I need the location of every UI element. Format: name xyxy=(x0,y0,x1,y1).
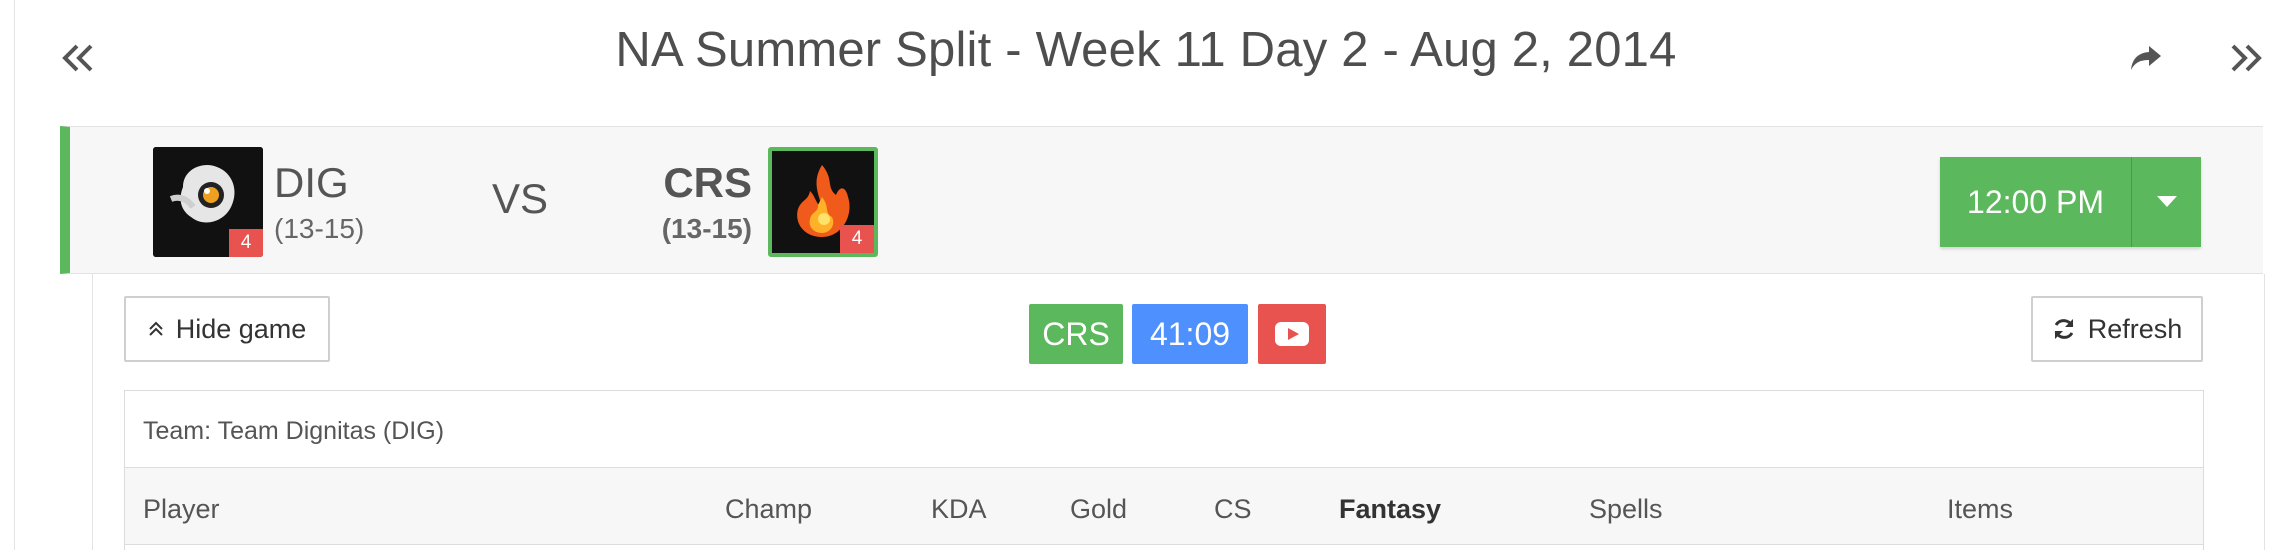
double-chevron-right-icon xyxy=(2231,44,2262,72)
team1-record: (13-15) xyxy=(274,213,365,244)
column-header-kda[interactable]: KDA xyxy=(931,494,987,524)
column-header-player[interactable]: Player xyxy=(143,494,220,524)
previous-day-button[interactable] xyxy=(48,28,108,88)
dignitas-logo-icon xyxy=(153,147,263,257)
caret-down-icon xyxy=(2156,196,2177,207)
share-arrow-icon xyxy=(2131,46,2161,70)
hide-game-button[interactable]: Hide game xyxy=(124,296,330,362)
youtube-play-icon xyxy=(1275,322,1309,346)
match-row[interactable]: 4 DIG (13-15) VS CRS (13-15) 4 12:00 PM xyxy=(60,126,2263,274)
match-time-button[interactable]: 12:00 PM xyxy=(1940,157,2132,247)
refresh-label: Refresh xyxy=(2087,313,2183,344)
table-header-row: Player Champ KDA Gold CS Fantasy Spells … xyxy=(125,467,2203,545)
time-dropdown-toggle[interactable] xyxy=(2132,157,2201,247)
column-header-fantasy[interactable]: Fantasy xyxy=(1339,494,1442,524)
column-header-spells[interactable]: Spells xyxy=(1589,494,1663,524)
team2-seed-badge: 4 xyxy=(840,225,874,253)
share-button[interactable] xyxy=(2116,28,2176,88)
double-chevron-left-icon xyxy=(62,44,93,72)
refresh-button[interactable]: Refresh xyxy=(2031,296,2203,362)
team2-record: (13-15) xyxy=(661,213,752,244)
team1-seed-badge: 4 xyxy=(229,229,263,257)
team2-name: CRS xyxy=(663,159,752,206)
column-header-items[interactable]: Items xyxy=(1947,494,2014,524)
vs-label: VS xyxy=(492,175,549,222)
winner-badge: CRS xyxy=(1029,304,1123,364)
double-chevron-up-icon xyxy=(148,321,163,336)
next-day-button[interactable] xyxy=(2216,28,2276,88)
team2-logo[interactable]: 4 xyxy=(768,147,878,257)
time-button-group[interactable]: 12:00 PM xyxy=(1940,157,2201,247)
game-duration-badge: 41:09 xyxy=(1132,304,1248,364)
team1-name: DIG xyxy=(274,159,349,206)
team-stats-table: Team: Team Dignitas (DIG) Player Champ K… xyxy=(124,390,2204,550)
hide-game-label: Hide game xyxy=(175,313,307,344)
column-header-champ[interactable]: Champ xyxy=(725,494,813,524)
video-button[interactable] xyxy=(1258,304,1326,364)
column-header-cs[interactable]: CS xyxy=(1214,494,1252,524)
team-label: Team: Team Dignitas (DIG) xyxy=(143,417,445,445)
page-title: NA Summer Split - Week 11 Day 2 - Aug 2,… xyxy=(615,23,1677,77)
column-header-gold[interactable]: Gold xyxy=(1070,494,1128,524)
team1-logo[interactable]: 4 xyxy=(153,147,263,257)
refresh-icon xyxy=(2054,319,2074,339)
